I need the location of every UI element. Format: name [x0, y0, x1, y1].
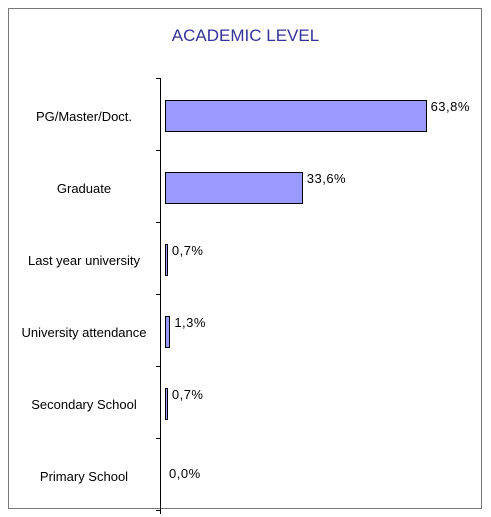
tick-mark [156, 78, 160, 79]
category-label: Secondary School [31, 396, 137, 412]
value-label: 0,7% [171, 243, 204, 258]
value-label: 63,8% [430, 99, 470, 114]
category-label: University attendance [21, 324, 147, 340]
bar [165, 388, 168, 420]
tick-mark [156, 150, 160, 151]
chart-frame [8, 8, 482, 509]
bar [165, 316, 171, 348]
bar [165, 172, 303, 204]
category-label: Primary School [39, 468, 129, 484]
tick-mark [156, 510, 160, 511]
category-label: PG/Master/Doct. [35, 108, 133, 124]
bar [165, 244, 168, 276]
value-label: 33,6% [306, 171, 347, 186]
bar [165, 100, 427, 132]
tick-mark [156, 222, 160, 223]
value-label: 0,7% [171, 387, 204, 402]
category-label: Graduate [56, 180, 112, 196]
tick-mark [156, 366, 160, 367]
tick-mark [156, 438, 160, 439]
value-label: 1,3% [174, 315, 206, 330]
tick-mark [156, 294, 160, 295]
category-label: Last year university [28, 252, 140, 268]
chart-title: ACADEMIC LEVEL [171, 26, 320, 45]
value-label: 0,0% [169, 466, 201, 481]
y-axis [160, 78, 161, 514]
